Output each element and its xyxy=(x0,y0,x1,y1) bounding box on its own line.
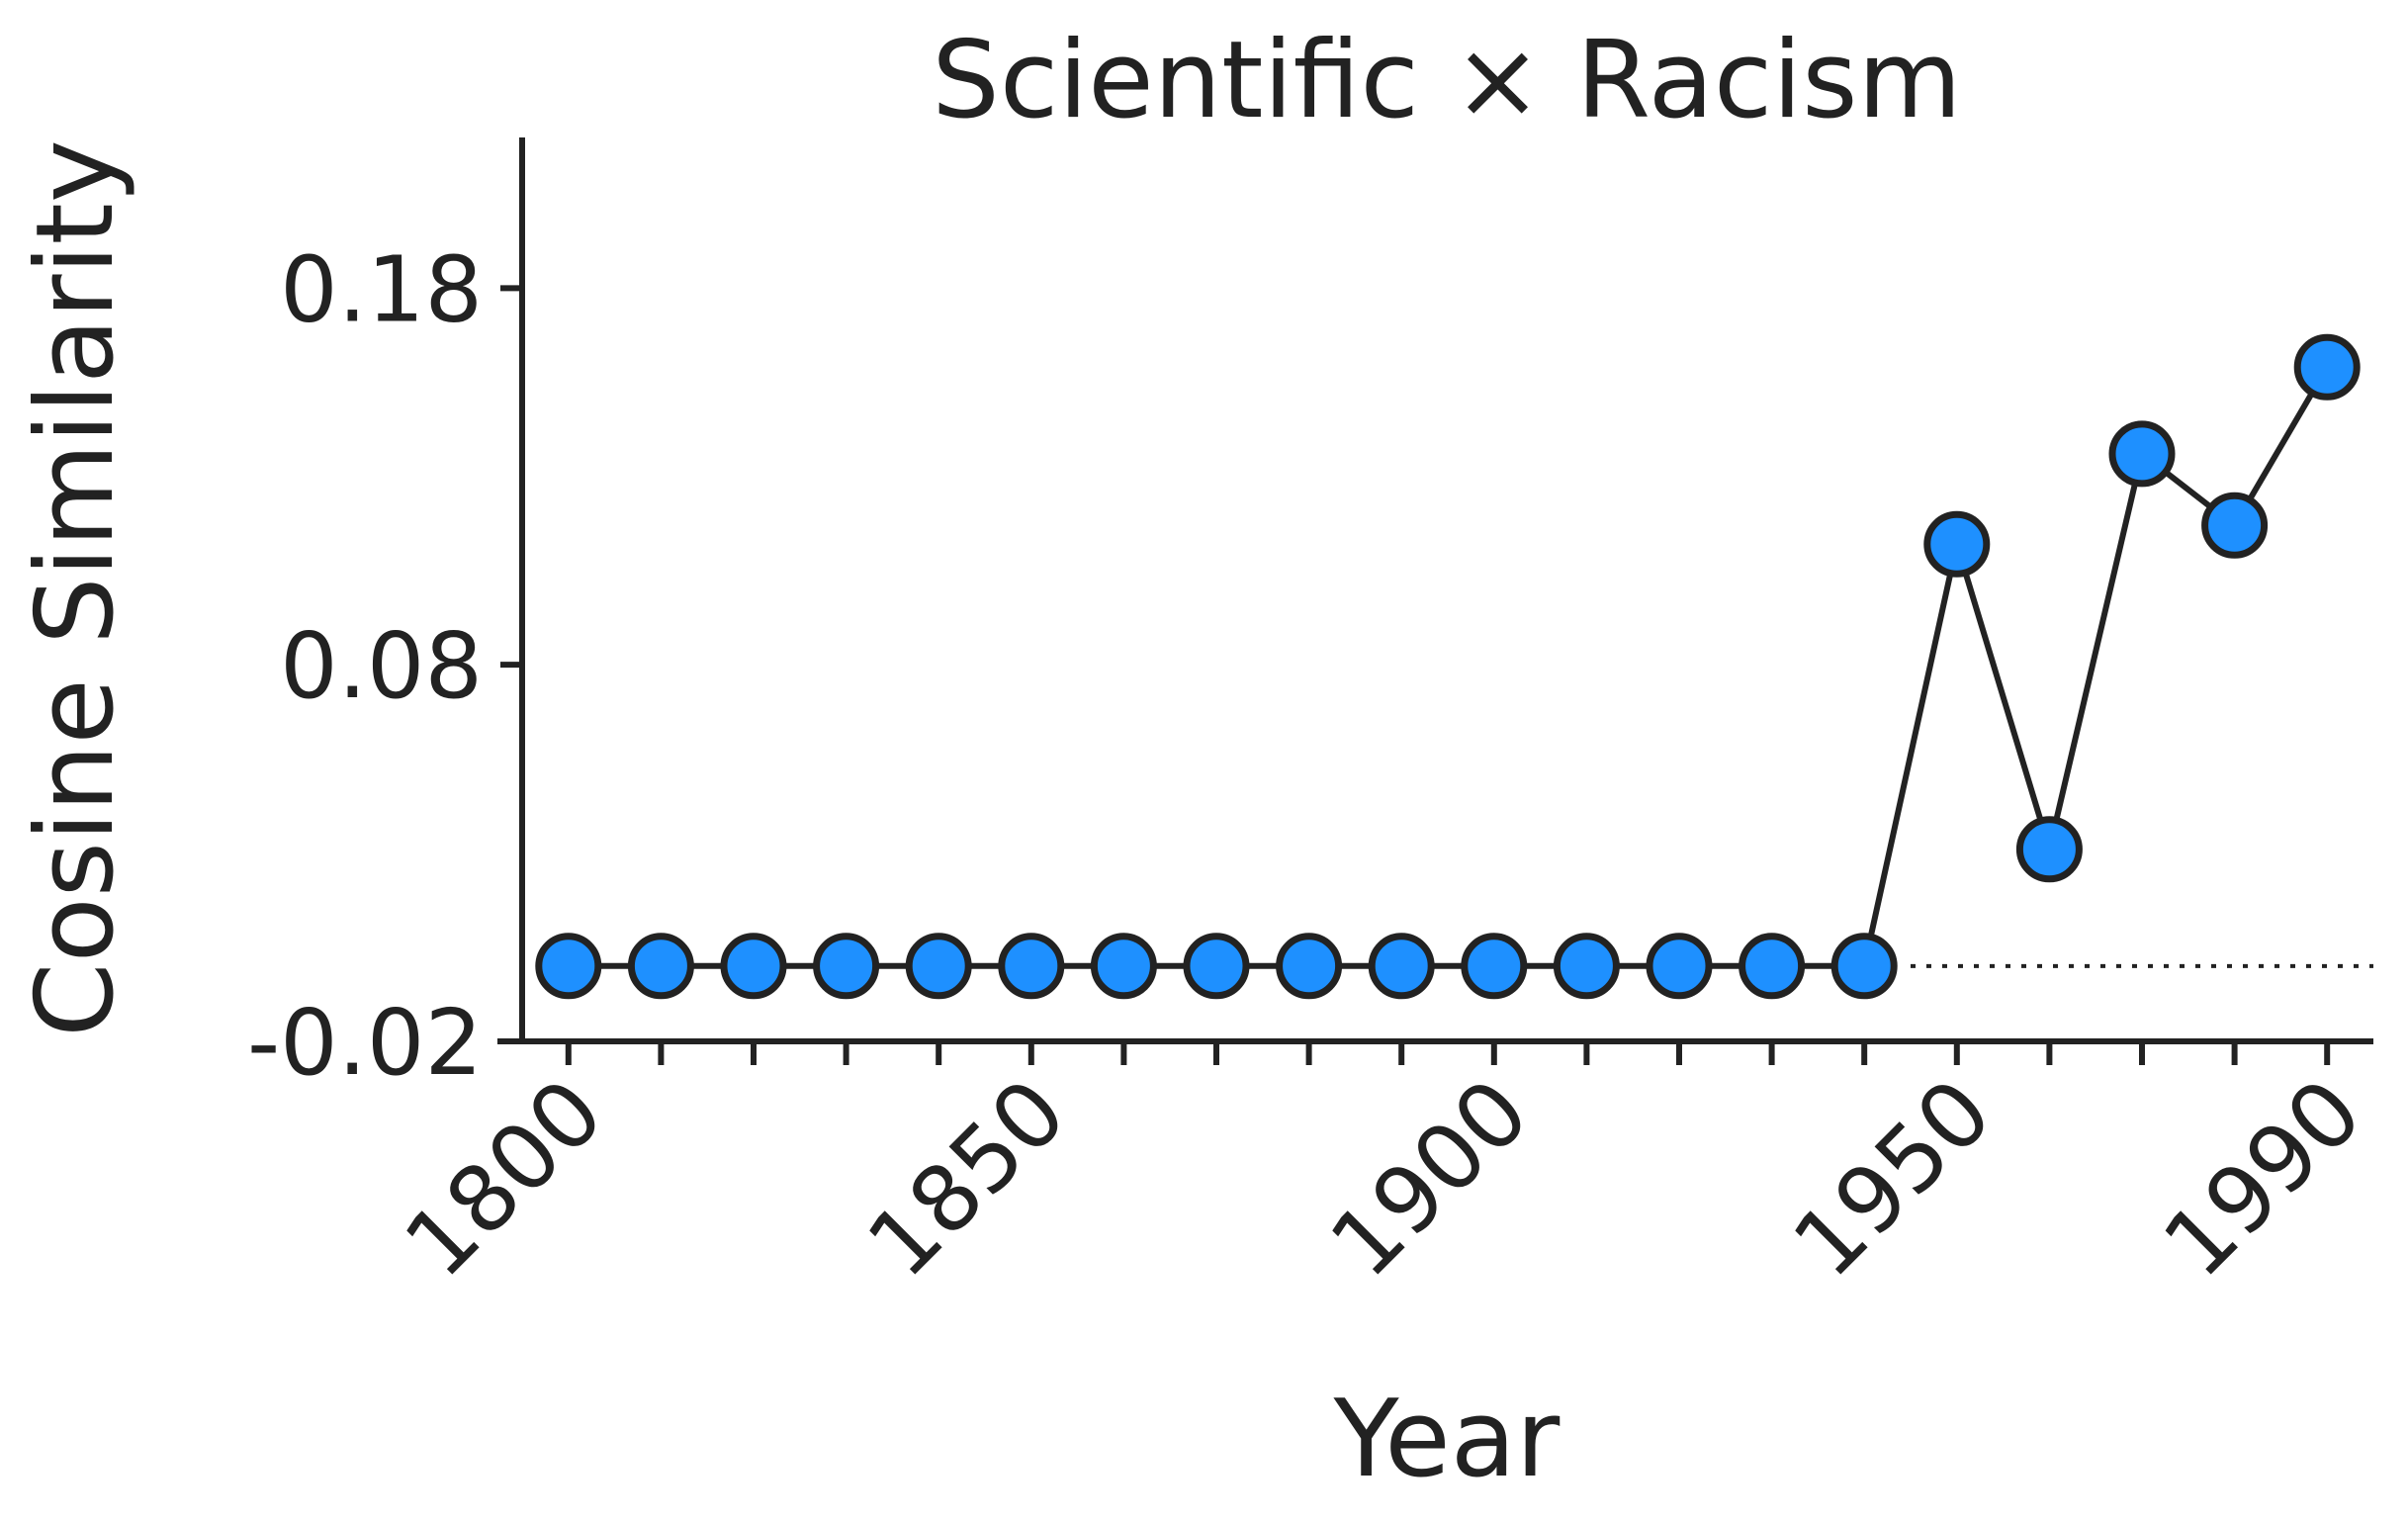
data-point xyxy=(905,933,972,1000)
data-point xyxy=(1183,933,1250,1000)
x-tick-label: 1850 xyxy=(847,1059,1086,1298)
x-axis-label: Year xyxy=(1333,1378,1561,1501)
data-point xyxy=(720,933,787,1000)
x-axis: 1800 1850 1900 1950 1990 xyxy=(385,1038,2382,1298)
chart-title: Scientific × Racism xyxy=(932,19,1961,142)
data-point xyxy=(1830,933,1898,1000)
data-point xyxy=(1090,933,1157,1000)
data-point xyxy=(1461,933,1528,1000)
y-tick-label: 0.18 xyxy=(280,236,483,342)
data-point xyxy=(2201,492,2269,559)
x-tick-label: 1900 xyxy=(1310,1059,1549,1298)
data-point xyxy=(2108,420,2176,488)
data-point xyxy=(1276,933,1343,1000)
y-axis: -0.02 0.08 0.18 xyxy=(247,137,525,1096)
data-point xyxy=(998,933,1065,1000)
data-point xyxy=(1739,933,1806,1000)
data-point xyxy=(2293,333,2361,401)
data-point xyxy=(1368,933,1435,1000)
data-point xyxy=(813,933,880,1000)
data-point xyxy=(1646,933,1713,1000)
data-point xyxy=(1553,933,1620,1000)
y-tick-label: 0.08 xyxy=(280,613,483,719)
data-points xyxy=(535,333,2361,1000)
data-point xyxy=(535,933,602,1000)
data-point xyxy=(2015,816,2083,883)
x-tick-label: 1950 xyxy=(1773,1059,2011,1298)
y-axis-label: Cosine Similarity xyxy=(14,139,137,1037)
data-point xyxy=(627,933,694,1000)
x-tick-label: 1990 xyxy=(2144,1059,2382,1298)
y-tick-label: -0.02 xyxy=(247,990,483,1096)
data-point xyxy=(1923,510,1991,578)
